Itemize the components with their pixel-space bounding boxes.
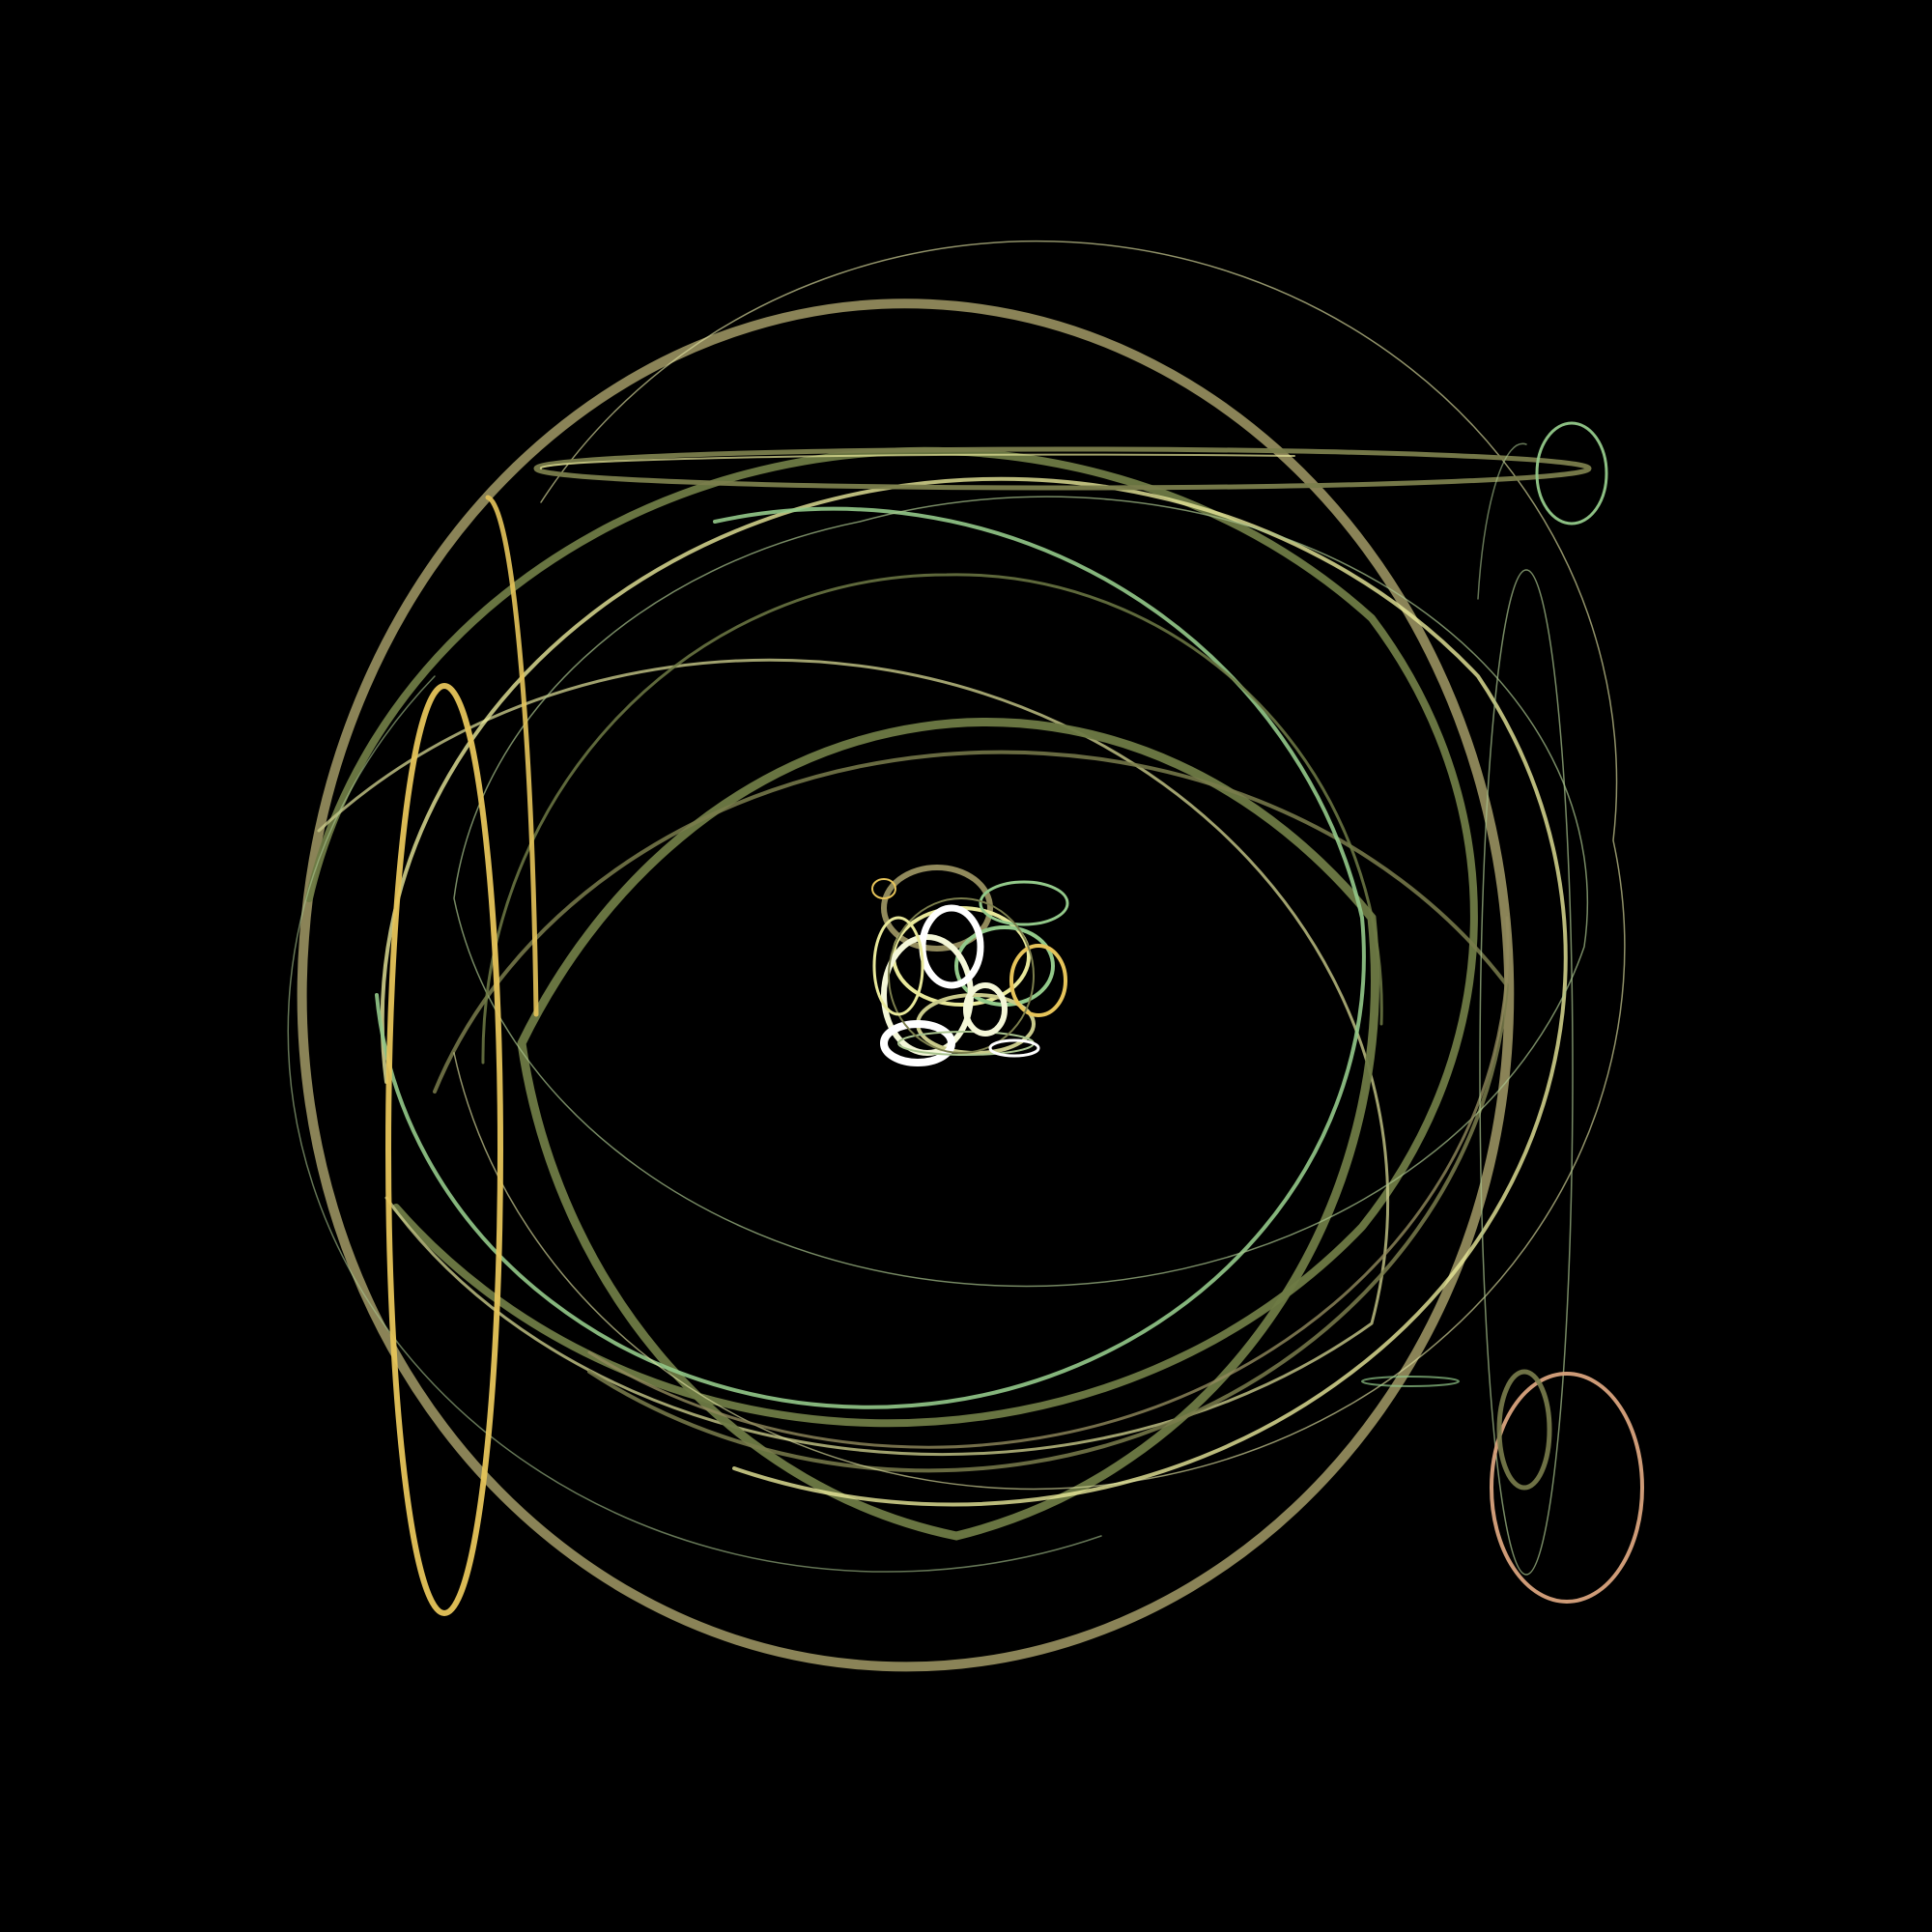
core-ring-8 xyxy=(880,1020,955,1066)
core-ring-13 xyxy=(871,878,896,899)
flat-ring-bottom xyxy=(1361,1376,1460,1387)
core-ring-14 xyxy=(988,1038,1040,1058)
core-ring-12 xyxy=(963,982,1008,1037)
tall-ring-right-arc xyxy=(1477,442,1527,600)
vertical-rings xyxy=(385,442,1574,1616)
tall-ring-gold-inner xyxy=(485,495,539,1017)
outer-rings xyxy=(287,240,1626,1672)
ring-olive-thin xyxy=(433,750,1510,1473)
satellite-rings xyxy=(1490,421,1644,1604)
flat-rings xyxy=(533,446,1592,1387)
ring-mint xyxy=(375,506,1366,1409)
core-ring-1 xyxy=(881,865,993,952)
outer-ring-khaki xyxy=(297,298,1515,1672)
core-ring-10 xyxy=(888,897,1035,1054)
ring-sage-left xyxy=(287,675,1102,1573)
core-cluster xyxy=(871,865,1069,1066)
flat-ring-top xyxy=(533,446,1592,491)
ring-olive-inner xyxy=(481,573,1383,1065)
satellite-ring-olive xyxy=(1496,1369,1552,1491)
ring-pale-right xyxy=(453,240,1626,1491)
ring-pale-yellow xyxy=(380,476,1568,1507)
core-ring-7 xyxy=(1009,944,1067,1017)
core-ring-11 xyxy=(919,904,984,989)
satellite-ring-mint xyxy=(1535,421,1608,526)
tall-ring-right xyxy=(1479,569,1574,1576)
ring-khaki-lower xyxy=(587,916,1510,1449)
flat-ring-highlight xyxy=(539,453,1295,469)
outer-ring-olive xyxy=(305,446,1478,1428)
ring-moss-thick xyxy=(517,718,1379,1541)
satellite-ring-peach xyxy=(1490,1372,1644,1604)
ring-sage-thin xyxy=(453,496,1589,1288)
core-ring-6 xyxy=(979,880,1069,926)
tall-ring-gold xyxy=(385,683,503,1616)
core-ring-15 xyxy=(872,916,924,1016)
